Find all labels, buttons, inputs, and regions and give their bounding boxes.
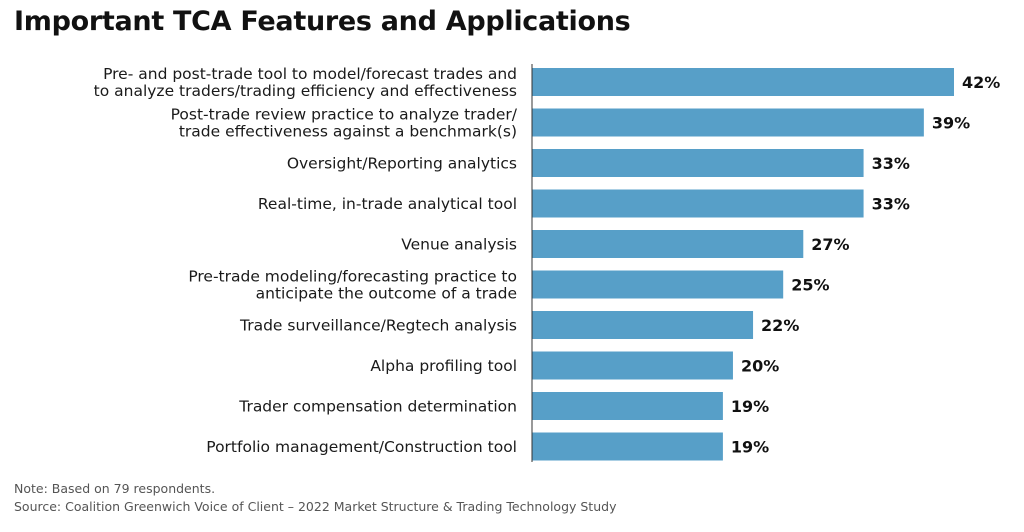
category-labels: Pre- and post-trade tool to model/foreca… bbox=[94, 65, 518, 456]
category-label-1: Pre- and post-trade tool to model/foreca… bbox=[94, 65, 517, 100]
bar-7 bbox=[532, 311, 754, 339]
category-label-6: Pre-trade modeling/forecasting practice … bbox=[188, 268, 517, 303]
value-label-8: 20% bbox=[741, 357, 779, 376]
category-label-10: Portfolio management/Construction tool bbox=[206, 438, 517, 456]
value-labels: 42% 39% 33% 33% 27% 25% 22% 20% 19% 19% bbox=[731, 73, 1000, 457]
category-label-4: Real-time, in-trade analytical tool bbox=[258, 195, 517, 213]
category-label-7: Trade surveillance/Regtech analysis bbox=[239, 317, 517, 335]
value-label-10: 19% bbox=[731, 438, 769, 457]
value-label-3: 33% bbox=[872, 154, 910, 173]
value-label-1: 42% bbox=[962, 73, 1000, 92]
value-label-9: 19% bbox=[731, 397, 769, 416]
category-label-2: Post-trade review practice to analyze tr… bbox=[171, 106, 518, 141]
value-label-2: 39% bbox=[932, 114, 970, 133]
bar-2 bbox=[532, 108, 924, 137]
bar-5 bbox=[532, 230, 804, 258]
category-label-5: Venue analysis bbox=[401, 236, 517, 254]
category-label-9: Trader compensation determination bbox=[238, 398, 517, 416]
chart-title: Important TCA Features and Applications bbox=[14, 6, 631, 37]
category-label-3: Oversight/Reporting analytics bbox=[287, 155, 517, 173]
value-label-5: 27% bbox=[811, 235, 849, 254]
bars bbox=[532, 68, 954, 461]
bar-9 bbox=[532, 392, 723, 420]
bar-4 bbox=[532, 189, 864, 218]
footnote-note: Note: Based on 79 respondents. bbox=[14, 481, 216, 496]
value-label-7: 22% bbox=[761, 316, 799, 335]
bar-3 bbox=[532, 149, 864, 177]
value-label-6: 25% bbox=[791, 276, 829, 295]
bar-1 bbox=[532, 68, 954, 96]
value-label-4: 33% bbox=[872, 195, 910, 214]
bar-6 bbox=[532, 270, 784, 299]
category-label-8: Alpha profiling tool bbox=[370, 357, 517, 375]
bar-10 bbox=[532, 432, 723, 461]
footnote-source: Source: Coalition Greenwich Voice of Cli… bbox=[14, 499, 617, 514]
bar-8 bbox=[532, 351, 733, 380]
